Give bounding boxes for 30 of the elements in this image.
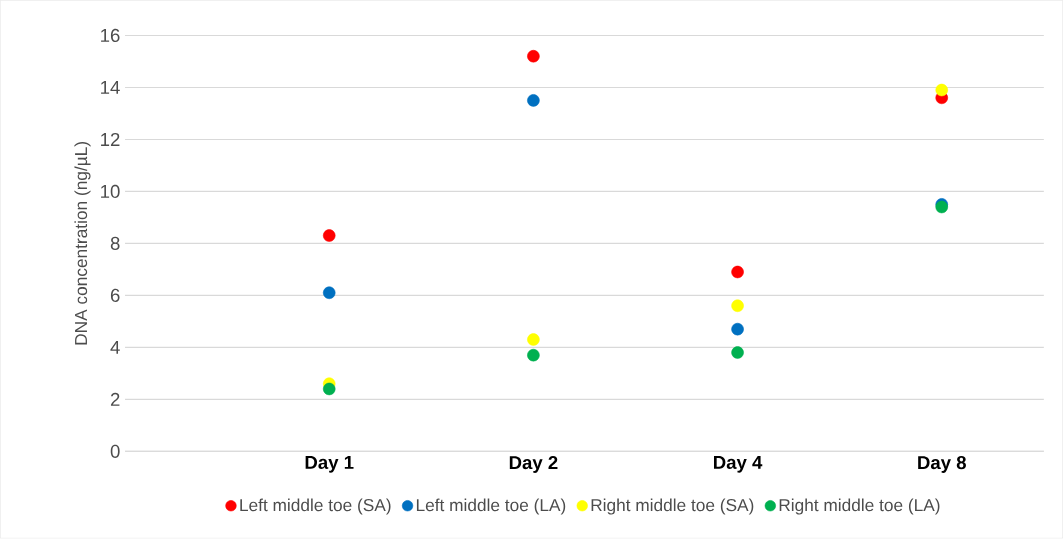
point (527, 333, 540, 347)
y-tick-label: 6 (110, 288, 120, 303)
x-tick-label: Day 1 (305, 456, 354, 473)
point (527, 94, 540, 107)
point (731, 265, 744, 279)
x-tick-label: Day 8 (918, 456, 966, 474)
y-axis-title: DNA concentration (ng/µL) (74, 142, 91, 345)
point (731, 299, 744, 313)
legend-label: Left middle toe (SA) (240, 498, 391, 515)
y-tick-label: 8 (110, 237, 120, 251)
y-tick-label: 0 (110, 444, 120, 459)
y-tick-label: 16 (101, 29, 120, 43)
point (731, 346, 744, 360)
legend-label: Right middle toe (LA) (779, 498, 940, 515)
legend-label: Left middle toe (LA) (416, 498, 566, 515)
point (322, 286, 336, 300)
y-tick-label: 4 (110, 341, 120, 354)
point (322, 229, 336, 243)
point (731, 323, 744, 336)
y-tick-label: 2 (110, 393, 120, 407)
point (322, 382, 336, 396)
point (527, 349, 540, 362)
point (935, 83, 948, 97)
x-tick-label: Day 2 (509, 456, 558, 474)
x-tick-label: Day 4 (714, 456, 763, 473)
y-tick-label: 12 (101, 133, 120, 147)
y-tick-label: 10 (101, 185, 120, 199)
legend-label: Right middle toe (SA) (591, 498, 754, 515)
point (527, 50, 540, 63)
y-tick-label: 14 (101, 81, 120, 95)
